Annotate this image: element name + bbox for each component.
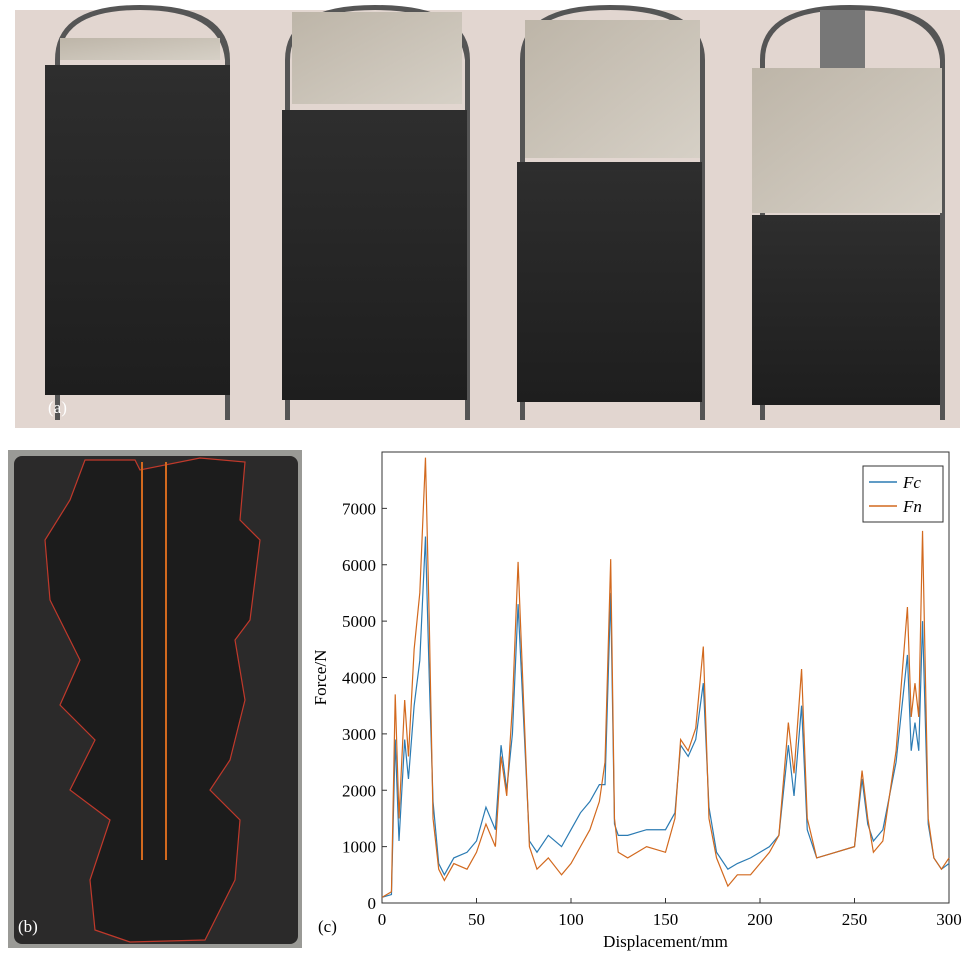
plot-area: [381, 451, 950, 904]
x-tick-label: 50: [468, 910, 485, 929]
y-tick-label: 5000: [342, 612, 376, 631]
x-tick-label: 0: [378, 910, 387, 929]
x-tick-label: 200: [747, 910, 773, 929]
photo-frame-2: [251, 5, 487, 428]
y-tick-label: 7000: [342, 499, 376, 518]
series-line: [381, 457, 950, 898]
legend-label: Fc: [902, 473, 921, 492]
y-axis-label: Force/N: [311, 650, 330, 706]
chart: 0 50 100 150 200 250 3000100020003000400050006…: [311, 451, 962, 951]
photo-b: (b): [8, 450, 302, 948]
photo-a: (a): [15, 5, 960, 428]
y-tick-label: 3000: [342, 725, 376, 744]
legend-box: [862, 465, 944, 523]
y-tick-label: 1000: [342, 838, 376, 857]
x-tick-label: 250: [842, 910, 868, 929]
photo-frame-1: [15, 5, 251, 428]
y-tick-label: 2000: [342, 781, 376, 800]
photo-frame-3: [487, 5, 723, 428]
panel-label: (c): [318, 917, 337, 936]
x-tick-label: 100: [558, 910, 584, 929]
photo-frame-4: [723, 5, 960, 428]
panel-label: (b): [18, 917, 38, 936]
x-axis-label: Displacement/mm: [603, 932, 728, 951]
legend-label: Fn: [902, 497, 922, 516]
y-tick-label: 0: [368, 894, 377, 913]
y-tick-label: 6000: [342, 556, 376, 575]
x-tick-label: 300: [936, 910, 962, 929]
panel-label: (a): [48, 398, 67, 417]
y-tick-label: 4000: [342, 669, 376, 688]
x-tick-label: 150: [653, 910, 679, 929]
